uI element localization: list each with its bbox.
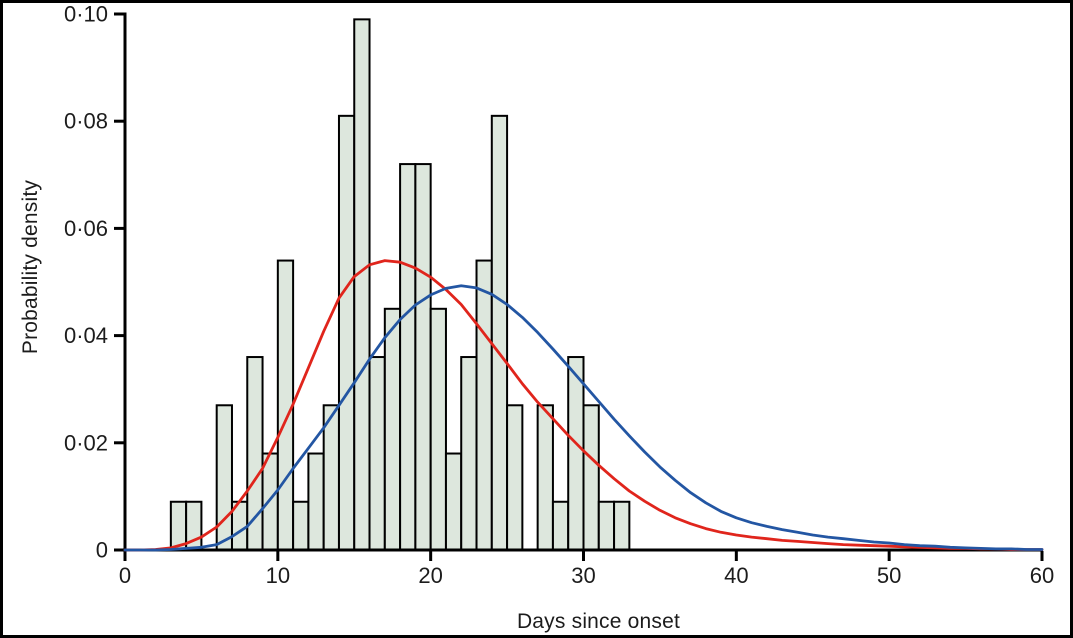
x-tick-label: 20 [418,563,442,588]
histogram-bar [444,452,463,551]
y-tick-label: 0 [96,538,108,563]
histogram-bar [597,500,616,552]
histogram-bar [353,18,371,552]
histogram-bar [276,259,295,551]
histogram-bar [337,114,356,551]
histogram-bar [506,404,524,551]
blue-fitted-curve [123,284,1044,552]
histogram-bar [307,452,325,551]
x-tick-label: 40 [724,563,748,588]
histogram-bar [368,356,386,552]
histogram-bar [169,500,188,552]
histogram-bar [567,356,585,552]
histogram-bar [292,500,310,552]
histogram-bar [246,356,264,552]
histogram-bar [429,307,447,551]
x-tick-label: 10 [266,563,290,588]
histogram-bar [582,404,600,551]
red-fitted-curve [123,259,1044,552]
histogram-bar [215,404,233,551]
histogram-bar [261,452,279,551]
y-tick-label: 0·06 [64,216,108,241]
histogram-bar [399,163,417,552]
histogram-bar [536,404,554,551]
histogram-bar [490,114,509,551]
y-tick-label: 0·10 [64,2,108,27]
histogram-bar [613,500,631,552]
x-tick-label: 0 [119,563,131,588]
histogram-bar [460,356,478,552]
histogram-bar [475,259,493,551]
x-tick-label: 60 [1030,563,1054,588]
x-tick-label: 50 [877,563,901,588]
y-tick-label: 0·08 [64,109,108,134]
histogram-bar [383,307,402,551]
histogram-bar [551,500,570,552]
y-tick-label: 0·02 [64,430,108,455]
histogram-bar [322,404,340,551]
y-tick-label: 0·04 [64,323,108,348]
histogram-bar [414,163,432,552]
x-tick-label: 30 [571,563,595,588]
